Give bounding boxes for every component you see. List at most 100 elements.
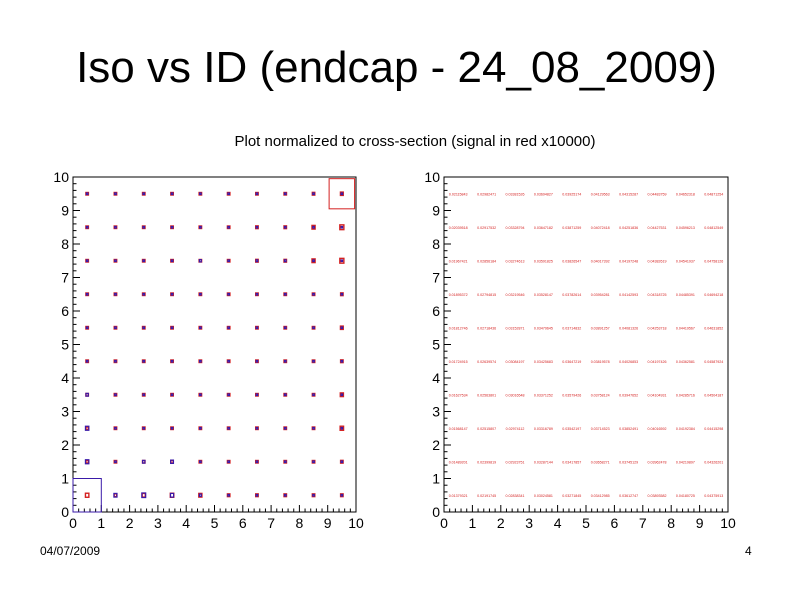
cell-value: 0.04419567 [676,326,695,330]
background-box [312,359,315,363]
cell-value: 0.04219897 [676,460,695,464]
background-box [255,493,259,497]
background-box [170,292,174,296]
right-y-tick-label: 6 [432,303,440,319]
left-x-tick-label: 8 [296,515,304,531]
background-box [283,326,287,330]
cell-value: 0.04652318 [676,192,695,196]
iso-vs-id-text-plot: 0 1 2 3 4 5 6 7 8 9 10 0 1 2 3 4 5 6 7 8 9 10 0.01379321 0.0219… [424,169,736,531]
cell-value: 0.03962478 [648,460,667,464]
background-box [85,259,89,263]
right-y-tick-label: 7 [432,270,440,286]
right-x-tick-label: 0 [440,515,448,531]
background-box [255,259,259,263]
cell-value: 0.01379321 [449,494,468,498]
background-box [114,259,117,263]
cell-value: 0.01627534 [449,393,468,397]
iso-vs-id-box-plot: 0 1 2 3 4 5 6 7 8 9 10 0 1 2 3 4 5 6 7 8 9 10 [53,169,364,531]
background-box [170,225,174,229]
background-box [312,259,315,263]
left-x-tick-label: 0 [69,515,77,531]
signal-box [339,224,345,231]
background-box [170,359,174,363]
cell-value: 0.04026853 [619,360,638,364]
background-box [312,292,315,296]
background-box [199,460,202,464]
cell-value: 0.04871254 [704,192,723,196]
background-box [85,392,89,397]
background-box [227,326,230,330]
background-box [227,192,230,196]
right-x-tick-label: 4 [554,515,562,531]
left-y-tick-label: 2 [61,437,69,453]
background-box [170,426,174,430]
cell-value: 0.04017392 [591,259,610,263]
right-x-tick-label: 3 [525,515,533,531]
background-box [198,493,202,497]
cell-value: 0.04694218 [704,293,723,297]
background-box [340,225,344,229]
background-box [340,259,344,263]
cell-value: 0.03152871 [506,326,525,330]
cell-value: 0.02838341 [506,494,525,498]
background-box [227,393,230,397]
background-box [142,426,146,430]
left-x-tick-label: 5 [211,515,219,531]
signal-box [113,493,118,498]
signal-box [311,258,316,264]
right-y-tick-label: 0 [432,504,440,520]
left-y-tick-label: 3 [61,404,69,420]
background-box [340,426,344,430]
right-y-tick-label: 2 [432,437,440,453]
background-box [142,326,146,330]
right-x-tick-label: 10 [720,515,736,531]
cell-value: 0.04382619 [648,259,667,263]
background-box [312,460,315,464]
right-y-tick-label: 5 [432,337,440,353]
background-box [170,326,174,330]
background-box [312,393,315,397]
signal-box [141,492,147,498]
background-box [283,426,287,430]
background-box [84,425,90,431]
cell-value: 0.04587924 [704,360,723,364]
cell-value: 0.02923751 [506,460,525,464]
background-box [340,326,344,330]
left-x-tick-label: 9 [324,515,332,531]
cell-value: 0.04142593 [619,293,638,297]
cell-value: 0.04285716 [676,393,695,397]
background-box [340,393,344,397]
cell-value: 0.04104931 [648,393,667,397]
cell-value: 0.04180725 [676,494,695,498]
cell-value: 0.03647182 [534,226,553,230]
background-box [142,259,146,263]
cell-value: 0.03925174 [562,192,581,196]
left-x-tick-label: 6 [239,515,247,531]
background-box [199,426,202,430]
background-box [283,225,287,229]
cell-value: 0.03647219 [562,360,581,364]
cell-value: 0.04129563 [591,192,610,196]
background-box [199,326,202,330]
background-box [199,292,202,296]
cell-value: 0.01724915 [449,360,468,364]
background-box [85,192,89,196]
cell-value: 0.03479645 [534,326,553,330]
background-box [255,393,259,397]
background-box [255,192,259,196]
left-x-tick-label: 10 [348,515,364,531]
cell-value: 0.03947652 [619,393,638,397]
cell-value: 0.04504187 [704,393,723,397]
left-x-tick-label: 2 [126,515,134,531]
background-box [169,492,175,498]
cell-value: 0.03694827 [534,192,553,196]
signal-box [85,459,90,464]
background-box [340,493,344,497]
cell-value: 0.02639574 [477,360,496,364]
cell-value: 0.03579426 [562,393,581,397]
cell-value: 0.03425683 [534,360,553,364]
cell-value: 0.02718436 [477,326,496,330]
cell-value: 0.02515807 [477,427,496,431]
cell-value: 0.03714523 [591,427,610,431]
